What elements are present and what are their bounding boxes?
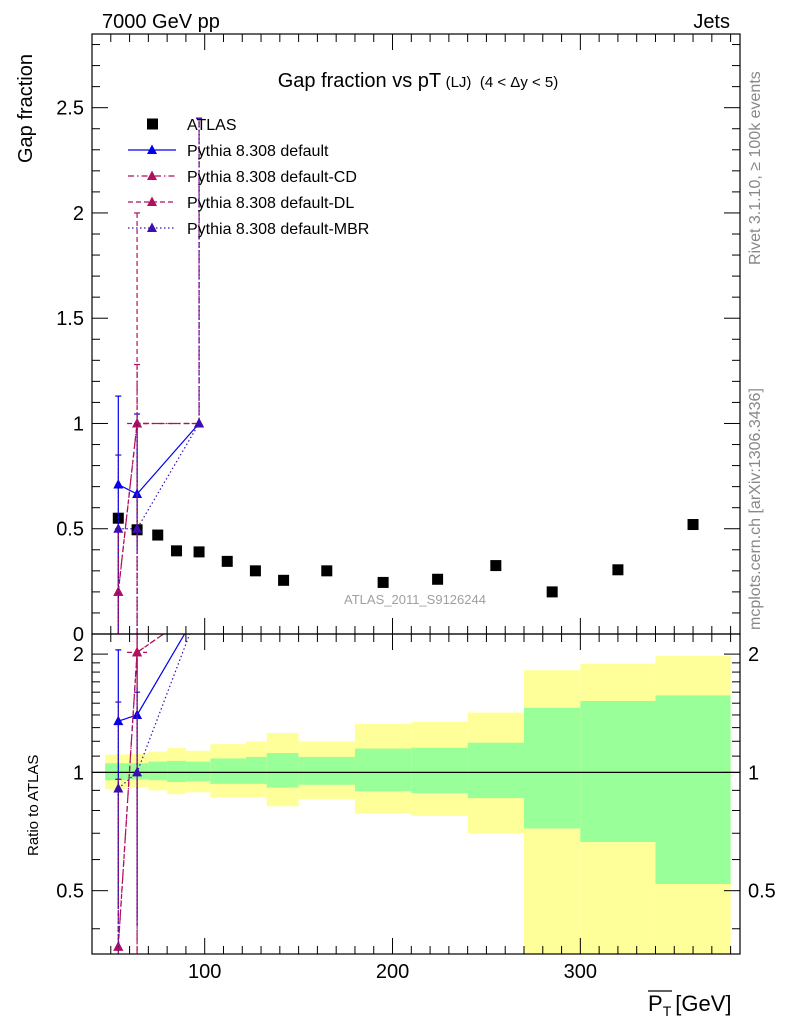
atlas-data-point xyxy=(687,519,699,531)
green-band-bin xyxy=(266,753,299,788)
title-lj: (LJ) xyxy=(446,74,472,91)
legend-label-1: Pythia 8.308 default xyxy=(187,143,329,160)
green-band-bin xyxy=(354,748,412,792)
atlas-data-point xyxy=(249,565,261,577)
top-ytick-label: 1.5 xyxy=(56,308,84,330)
ratio-marker-2 xyxy=(194,604,204,614)
axes: 0 0.5 1 1.5 2 2.5 100 200 300 0.5 0.5 1 1 2 2 xyxy=(56,33,776,983)
x-axis-label-sub: T xyxy=(663,1003,672,1019)
mc-marker-3 xyxy=(113,523,124,533)
bottom-ytick-label-right: 0.5 xyxy=(748,881,776,903)
green-band-bin xyxy=(167,760,186,783)
top-ytick-label: 2.5 xyxy=(56,98,84,120)
watermark: ATLAS_2011_S9126244 xyxy=(344,592,486,607)
green-band-bin xyxy=(185,761,211,782)
xtick-label: 200 xyxy=(376,961,409,983)
legend-marker-4 xyxy=(147,222,157,232)
ratio-marker-2 xyxy=(113,941,124,951)
atlas-data-point xyxy=(171,545,183,557)
atlas-data-point xyxy=(377,576,389,588)
bottom-ylabel: Ratio to ATLAS xyxy=(25,755,42,856)
x-axis-label-unit: [GeV] xyxy=(675,991,731,1016)
x-axis-label: PT [GeV] xyxy=(648,991,732,1019)
bottom-ytick-label: 2 xyxy=(73,644,84,666)
ratio-marker-3 xyxy=(113,782,124,793)
green-band-bin xyxy=(580,700,656,843)
atlas-data-point xyxy=(193,546,205,558)
atlas-data-point xyxy=(490,560,502,572)
bottom-ytick-label: 1 xyxy=(73,762,84,784)
ratio-marker-3 xyxy=(194,604,204,614)
legend: ATLAS Pythia 8.308 default Pythia 8.308 de… xyxy=(128,117,369,238)
green-band-bin xyxy=(524,707,581,829)
ratio-marker-0 xyxy=(113,715,124,726)
mc-marker-3 xyxy=(132,523,143,533)
ratio-marker-3 xyxy=(132,766,143,777)
bottom-ytick-label-right: 1 xyxy=(748,762,759,784)
mc-line-2 xyxy=(117,422,200,592)
legend-label-0: ATLAS xyxy=(187,117,237,134)
x-axis-label-p: P xyxy=(648,991,663,1016)
top-plot-area xyxy=(112,117,699,634)
mc-line-3 xyxy=(118,423,200,530)
ratio-bands xyxy=(92,655,740,954)
ratio-line-0 xyxy=(118,634,186,722)
legend-label-2: Pythia 8.308 default-CD xyxy=(187,169,357,186)
ratio-marker-2 xyxy=(132,646,143,657)
green-band-bin xyxy=(148,761,168,781)
atlas-data-point xyxy=(278,574,290,586)
green-band-bin xyxy=(655,695,731,884)
plot-title: Gap fraction vs pT (LJ) (4 < Δy < 5) xyxy=(278,70,559,92)
xtick-label: 300 xyxy=(564,961,597,983)
atlas-data-point xyxy=(321,565,333,577)
mc-line-1 xyxy=(117,422,200,592)
title-main: Gap fraction vs pT xyxy=(278,70,441,92)
mc-marker-2 xyxy=(132,417,143,428)
atlas-data-point xyxy=(152,529,164,541)
green-band-bin xyxy=(246,756,267,784)
top-ytick-label: 1 xyxy=(73,413,84,435)
xtick-label: 100 xyxy=(188,961,221,983)
mc-marker-0 xyxy=(113,479,124,489)
atlas-data-point xyxy=(546,586,558,598)
bottom-frame xyxy=(91,633,741,955)
ratio-marker-1 xyxy=(194,604,204,614)
legend-label-4: Pythia 8.308 default-MBR xyxy=(187,221,369,238)
header-right: Jets xyxy=(693,11,730,33)
atlas-data-point xyxy=(432,573,444,585)
green-band-bin xyxy=(105,763,126,781)
bottom-ytick-label-right: 2 xyxy=(748,644,759,666)
header-left: 7000 GeV pp xyxy=(102,11,220,33)
green-band-bin xyxy=(298,756,355,785)
top-ytick-label: 2 xyxy=(73,203,84,225)
bottom-ytick-label: 0.5 xyxy=(56,881,84,903)
legend-marker-atlas xyxy=(147,118,158,130)
green-band-bin xyxy=(411,747,468,794)
ratio-line-2 xyxy=(117,634,165,947)
legend-marker-3 xyxy=(147,196,157,206)
legend-marker-1 xyxy=(147,144,157,154)
bottom-plot-area xyxy=(113,604,204,954)
title-range: (4 < Δy < 5) xyxy=(480,74,558,91)
green-band-bin xyxy=(210,758,247,784)
atlas-data-point xyxy=(612,564,624,576)
top-ytick-label: 0 xyxy=(73,624,84,646)
legend-label-3: Pythia 8.308 default-DL xyxy=(187,195,354,212)
green-band-bin xyxy=(467,742,524,799)
side-label-rivet: Rivet 3.1.10, ≥ 100k events xyxy=(747,71,764,265)
mc-marker-2 xyxy=(113,586,124,596)
mc-marker-3 xyxy=(194,417,205,428)
side-label-mcplots: mcplots.cern.ch [arXiv:1306.3436] xyxy=(747,388,764,630)
top-ytick-label: 0.5 xyxy=(56,519,84,541)
legend-marker-2 xyxy=(147,170,157,180)
atlas-data-point xyxy=(221,555,233,567)
top-ylabel: Gap fraction xyxy=(15,54,37,163)
ratio-marker-0 xyxy=(194,604,204,614)
